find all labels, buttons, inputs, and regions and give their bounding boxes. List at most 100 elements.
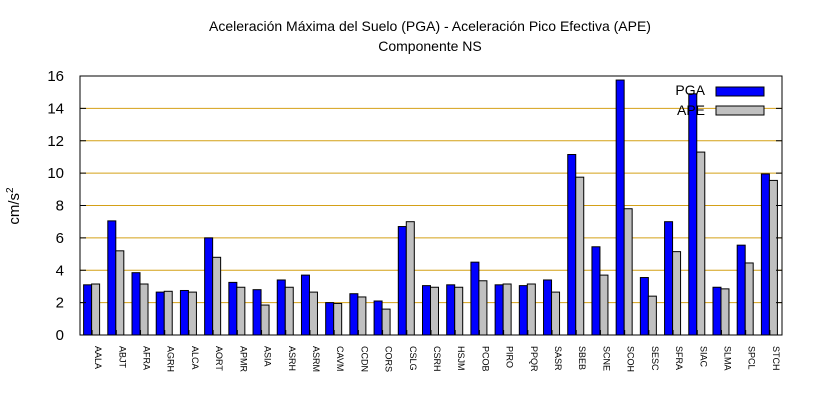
- chart-subtitle: Componente NS: [378, 38, 482, 54]
- bars-group: [83, 79, 778, 336]
- y-tick-label-1: 2: [56, 295, 64, 312]
- bar-pga-scoh: [615, 79, 625, 336]
- legend: PGA APE: [675, 82, 765, 118]
- x-tick-label-siac: SIAC: [698, 346, 708, 368]
- x-tick-label-spcl: SPCL: [747, 346, 757, 370]
- bar-ape-scne: [599, 274, 609, 336]
- bar-ape-asia: [260, 304, 270, 336]
- bar-pga-ppqr: [518, 285, 528, 336]
- x-tick-label-hsjm: HSJM: [456, 346, 466, 371]
- bar-pga-asrh: [276, 279, 286, 336]
- x-tick-label-cslg: CSLG: [408, 346, 418, 371]
- x-tick-label-cors: CORS: [384, 346, 394, 372]
- bar-pga-sbeb: [567, 154, 577, 336]
- y-tick-label-2: 4: [56, 262, 64, 279]
- bar-ape-sfra: [672, 251, 682, 336]
- bar-pga-hsjm: [446, 284, 456, 336]
- bar-ape-cavm: [333, 302, 343, 336]
- bar-ape-sbeb: [575, 176, 585, 336]
- bar-pga-agrh: [155, 291, 165, 336]
- bar-pga-abjt: [107, 220, 117, 336]
- x-tick-label-alca: ALCA: [190, 346, 200, 370]
- bar-ape-asrh: [284, 286, 294, 336]
- x-tick-label-afra: AFRA: [142, 346, 152, 370]
- bar-ape-asrm: [308, 291, 318, 336]
- y-tick-label-8: 16: [47, 68, 64, 85]
- x-tick-label-piro: PIRO: [505, 346, 515, 368]
- bar-pga-afra: [131, 272, 141, 336]
- x-ticks: AALA ABJT AFRA AGRH ALCA AORT APMR ASIA ASRH ASRM…: [91, 330, 781, 373]
- x-tick-label-apmr: APMR: [238, 346, 248, 373]
- x-tick-label-slma: SLMA: [722, 346, 732, 371]
- y-tick-label-7: 14: [47, 100, 64, 117]
- bar-pga-alca: [179, 289, 189, 336]
- bar-ape-aort: [212, 256, 222, 336]
- x-tick-label-scne: SCNE: [601, 346, 611, 371]
- bar-ape-agrh: [163, 290, 173, 336]
- bar-ape-scoh: [623, 208, 633, 336]
- x-tick-label-ppqr: PPQR: [529, 346, 539, 372]
- bar-ape-alca: [187, 291, 197, 336]
- bar-ape-ccdn: [357, 296, 367, 336]
- bar-ape-ppqr: [526, 283, 536, 336]
- bar-ape-slma: [720, 288, 730, 336]
- y-tick-label-3: 6: [56, 230, 64, 247]
- x-tick-label-pcob: PCOB: [480, 346, 490, 372]
- bar-pga-piro: [494, 284, 504, 336]
- bar-ape-abjt: [115, 250, 125, 336]
- x-tick-label-asia: ASIA: [263, 346, 273, 367]
- grid-lines: [80, 107, 782, 304]
- x-tick-label-sasr: SASR: [553, 346, 563, 371]
- x-tick-label-aort: AORT: [214, 346, 224, 371]
- bar-ape-pcob: [478, 280, 488, 336]
- y-tick-label-6: 12: [47, 133, 64, 150]
- bar-pga-asrm: [300, 274, 310, 336]
- x-tick-label-sbeb: SBEB: [577, 346, 587, 370]
- bar-pga-ccdn: [349, 293, 359, 336]
- bar-ape-sasr: [551, 291, 561, 336]
- chart-title: Aceleración Máxima del Suelo (PGA) - Ace…: [209, 18, 651, 34]
- x-tick-label-cavm: CAVM: [335, 346, 345, 371]
- bar-pga-scne: [591, 246, 601, 336]
- x-tick-label-sesc: SESC: [650, 346, 660, 371]
- x-tick-label-asrh: ASRH: [287, 346, 297, 371]
- legend-swatch-pga: [715, 86, 765, 97]
- bar-ape-stch: [768, 179, 778, 336]
- bar-pga-asia: [252, 289, 262, 336]
- y-axis-label: cm/s2: [5, 187, 23, 225]
- x-tick-label-aala: AALA: [93, 346, 103, 369]
- bar-ape-cslg: [405, 221, 415, 336]
- bar-pga-aala: [83, 284, 93, 336]
- bar-ape-sesc: [647, 295, 657, 336]
- bar-pga-stch: [760, 173, 770, 336]
- bar-ape-aala: [91, 283, 101, 336]
- x-tick-label-ccdn: CCDN: [359, 346, 369, 372]
- x-tick-label-scoh: SCOH: [626, 346, 636, 372]
- legend-label-ape: APE: [677, 102, 705, 118]
- x-tick-label-stch: STCH: [771, 346, 781, 371]
- x-tick-label-agrh: AGRH: [166, 346, 176, 372]
- legend-swatch-ape: [715, 105, 765, 116]
- y-tick-label-4: 8: [56, 198, 64, 215]
- x-tick-label-csrh: CSRH: [432, 346, 442, 372]
- bar-pga-apmr: [228, 281, 238, 336]
- plot-frame: [79, 75, 783, 336]
- bar-pga-cors: [373, 300, 383, 336]
- x-tick-label-abjt: ABJT: [117, 346, 127, 369]
- bar-pga-aort: [204, 237, 214, 336]
- bar-pga-csrh: [422, 285, 431, 336]
- bar-pga-slma: [712, 286, 722, 336]
- bar-pga-cslg: [397, 226, 407, 336]
- y-tick-label-5: 10: [47, 165, 64, 182]
- bar-pga-spcl: [736, 244, 746, 336]
- y-tick-label-0: 0: [56, 327, 64, 344]
- bar-ape-afra: [139, 283, 149, 336]
- x-tick-label-asrm: ASRM: [311, 346, 321, 372]
- bar-pga-sfra: [664, 221, 674, 336]
- bar-ape-apmr: [236, 286, 246, 336]
- bar-pga-pcob: [470, 261, 480, 336]
- legend-label-pga: PGA: [675, 82, 705, 98]
- bar-ape-piro: [502, 283, 512, 336]
- y-ticks: 0 2 4 6 8 10 12 14 16: [47, 68, 782, 344]
